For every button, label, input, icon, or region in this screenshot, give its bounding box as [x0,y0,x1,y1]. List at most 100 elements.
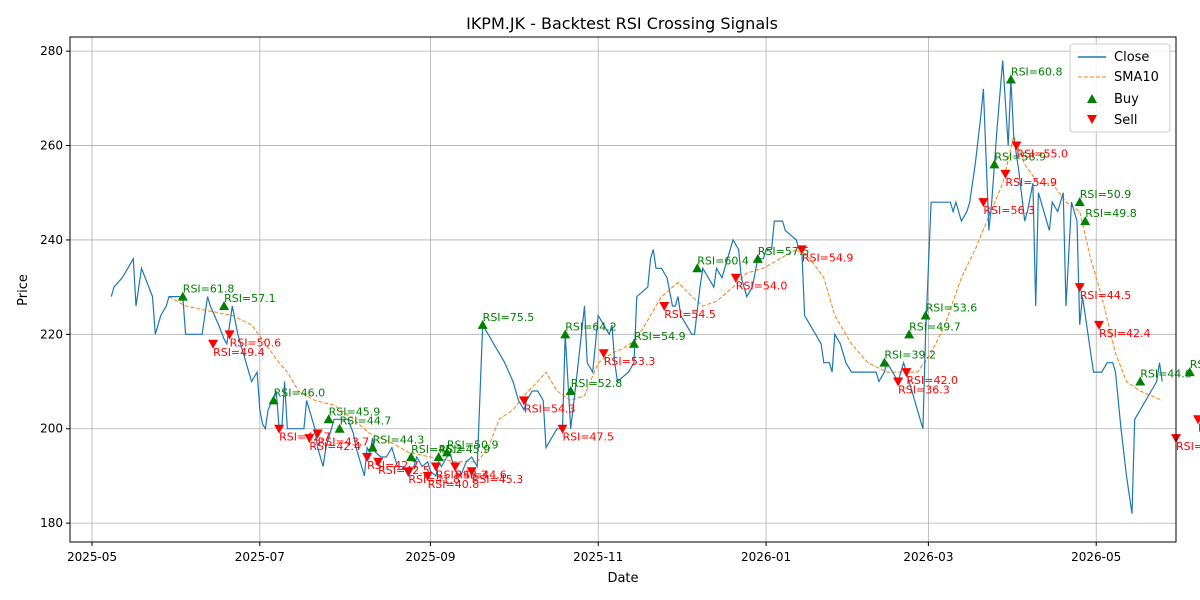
sell-marker [1193,415,1200,425]
legend-close-label: Close [1114,50,1149,65]
buy-marker [477,319,488,329]
y-tick-label: 280 [40,44,63,58]
buy-label: RSI=49.8 [1085,207,1137,220]
sell-marker [1093,320,1104,330]
y-tick-label: 260 [40,139,63,153]
buy-marker [367,442,378,452]
buy-marker [323,414,334,424]
buy-marker [433,452,444,462]
y-tick-label: 220 [40,327,63,341]
buy-label: RSI=49.7 [909,320,961,333]
sell-marker [730,273,741,283]
buy-label: RSI=46.0 [274,386,326,399]
buy-label: RSI=54.9 [634,330,686,343]
sell-label: RSI=42.4 [1099,327,1151,340]
close-series [110,60,1163,514]
buy-label: RSI=49.0 [1190,358,1200,371]
sell-label: RSI=45.3 [472,473,524,486]
buy-marker [1005,74,1016,84]
buy-label: RSI=60.8 [1011,65,1063,78]
buy-marker [1080,216,1091,226]
buy-marker [177,291,188,301]
legend-sma10-label: SMA10 [1114,70,1159,85]
buy-marker [879,357,890,367]
sell-label: RSI=41.8 [408,473,460,486]
buy-label: RSI=45.9 [329,405,381,418]
buy-label: RSI=57.1 [224,292,276,305]
sell-label: RSI=55.0 [1016,148,1068,161]
sell-label: RSI=43.3 [436,468,488,481]
legend-sell-label: Sell [1114,113,1137,128]
x-axis-label: Date [607,571,638,586]
sell-marker [1011,141,1022,151]
sell-marker [796,245,807,255]
legend-box [1069,43,1171,133]
buy-label: RSI=61.8 [183,283,235,296]
buy-marker [219,301,230,311]
buy-label: RSI=53.6 [926,301,978,314]
y-tick-label: 200 [40,422,63,436]
sma10-line [168,134,1163,463]
y-axis: 180 200 220 240 260 280 [40,44,70,530]
sell-label: RSI=56.3 [983,204,1035,217]
buy-marker [1184,367,1195,377]
legend-buy-marker [1087,94,1097,103]
sell-label: RSI=42.0 [906,374,958,387]
sell-marker [362,453,373,463]
buy-marker [920,310,931,320]
x-tick-label: 2025-11 [573,550,623,564]
buy-marker [565,385,576,395]
sell-label: RSI=42.4 [309,440,361,453]
sell-label: RSI=36.3 [898,384,950,397]
sell-label: RSI=49.4 [213,346,265,359]
sell-label: RSI=40.8 [428,478,480,491]
buy-label: RSI=45.9 [439,443,491,456]
sell-marker [1000,169,1011,179]
sell-label: RSI=54.3 [524,402,576,415]
x-tick-label: 2025-07 [235,550,285,564]
sell-label: RSI=42.5 [378,464,430,477]
buy-label: RSI=75.5 [483,311,535,324]
x-tick-label: 2025-09 [405,550,455,564]
buy-marker [904,329,915,339]
sell-label: RSI=54.9 [1005,176,1057,189]
legend: Close SMA10 Buy Sell [1069,43,1171,133]
buy-label: RSI=60.4 [697,254,749,267]
buy-marker [629,338,640,348]
buy-marker [989,159,1000,169]
sell-label: RSI=39.9 [1176,440,1200,453]
close-line [110,60,1163,514]
sell-marker [373,457,384,467]
sell-marker [274,424,285,434]
sell-marker [557,424,568,434]
buy-label: RSI=39.2 [884,349,936,362]
buy-label: RSI=50.9 [1080,188,1132,201]
buy-label: RSI=64.2 [565,320,617,333]
buy-label: RSI=50.9 [447,438,499,451]
sell-label: RSI=53.3 [604,355,656,368]
sell-marker [978,198,989,208]
y-axis-label: Price [16,274,31,306]
sell-marker [518,396,529,406]
buy-marker [268,395,279,405]
buy-marker [752,253,763,263]
chart-title: IKPM.JK - Backtest RSI Crossing Signals [466,14,778,33]
buy-marker [406,452,417,462]
sell-marker [893,377,904,387]
buy-marker [1135,376,1146,386]
sell-label: RSI=54.0 [736,280,788,293]
x-tick-label: 2025-05 [67,550,117,564]
sell-marker [224,330,235,340]
sell-marker [208,339,219,349]
y-tick-label: 180 [40,516,63,530]
sell-marker [312,429,323,439]
sell-marker [403,467,414,477]
sell-marker [659,302,670,312]
sell-marker [598,349,609,359]
buy-label: RSI=52.8 [571,377,623,390]
sell-label: RSI=42.5 [1198,421,1200,434]
grid [70,37,1176,542]
buy-label: RSI=58.9 [994,150,1046,163]
plot-frame [69,36,1177,543]
